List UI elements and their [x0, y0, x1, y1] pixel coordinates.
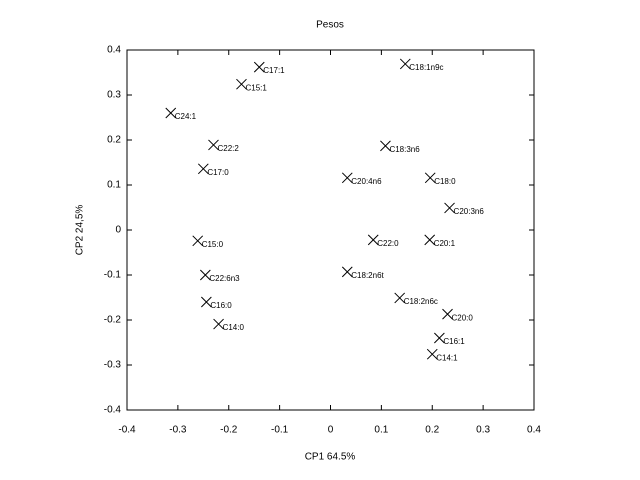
point-label: C20:1: [434, 239, 456, 248]
point-label: C22:2: [217, 144, 239, 153]
x-tick-label: 0.4: [527, 425, 541, 436]
point-label: C16:1: [443, 337, 465, 346]
point-marker: [236, 78, 247, 90]
x-tick-label: -0.4: [118, 425, 136, 436]
point-label: C18:1n9c: [409, 63, 443, 72]
point-marker: [341, 172, 353, 184]
y-axis-label: CP2 24,5%: [75, 205, 86, 256]
point-marker: [426, 348, 438, 360]
point-marker: [434, 332, 445, 344]
point-label: C18:2n6t: [351, 271, 384, 280]
y-tick-label: 0.2: [107, 135, 121, 146]
point-label: C20:0: [452, 313, 474, 322]
x-axis-label: CP1 64.5%: [305, 452, 356, 463]
point-marker: [201, 296, 212, 308]
point-label: C24:1: [175, 112, 197, 121]
x-tick-label: 0: [328, 425, 334, 436]
point-label: C22:0: [377, 239, 399, 248]
x-tick-label: 0.2: [425, 425, 439, 436]
point-marker: [394, 292, 406, 304]
plot-frame: [126, 49, 535, 411]
x-tick-label: 0.1: [374, 425, 388, 436]
point-marker: [367, 234, 379, 246]
point-label: C15:0: [202, 240, 224, 249]
point-label: C22:6n3: [209, 274, 240, 283]
point-marker: [444, 202, 455, 214]
point-marker: [424, 234, 436, 246]
point-label: C20:4n6: [351, 177, 382, 186]
point-marker: [341, 266, 353, 278]
point-marker: [197, 163, 209, 175]
point-label: C18:2n6c: [404, 297, 438, 306]
point-marker: [208, 139, 219, 151]
point-marker: [399, 58, 411, 70]
x-tick-label: -0.1: [271, 425, 289, 436]
y-tick-label: 0.3: [107, 90, 121, 101]
y-tick-label: -0.3: [104, 360, 122, 371]
chart-title: Pesos: [316, 20, 344, 31]
point-marker: [165, 107, 177, 119]
y-tick-label: -0.2: [104, 315, 122, 326]
point-label: C14:0: [223, 323, 245, 332]
point-label: C15:1: [245, 83, 267, 92]
y-tick-label: -0.4: [104, 405, 122, 416]
point-label: C16:0: [210, 301, 232, 310]
point-marker: [199, 269, 211, 281]
point-label: C18:3n6: [389, 145, 420, 154]
point-label: C17:0: [207, 168, 229, 177]
point-marker: [442, 308, 453, 320]
x-tick-label: 0.3: [476, 425, 490, 436]
y-tick-label: 0.1: [107, 180, 121, 191]
point-label: C14:1: [436, 353, 458, 362]
point-label: C20:3n6: [454, 207, 485, 216]
point-marker: [192, 235, 204, 247]
y-tick-label: 0: [115, 225, 121, 236]
y-tick-label: -0.1: [104, 270, 122, 281]
point-marker: [380, 140, 391, 152]
point-marker: [253, 61, 265, 73]
point-label: C18:0: [434, 177, 456, 186]
point-marker: [213, 318, 224, 330]
point-label: C17:1: [263, 66, 285, 75]
y-tick-label: 0.4: [107, 45, 121, 56]
point-marker: [424, 172, 436, 184]
x-tick-label: -0.3: [169, 425, 187, 436]
x-tick-label: -0.2: [220, 425, 238, 436]
